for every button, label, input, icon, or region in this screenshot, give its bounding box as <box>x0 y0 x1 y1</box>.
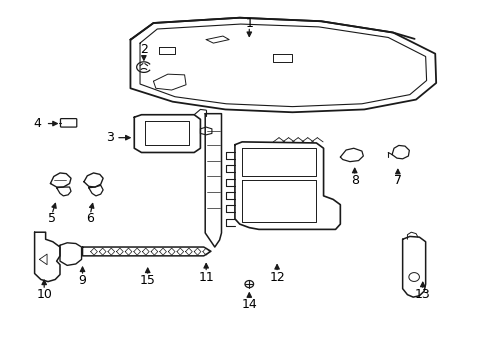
Text: 10: 10 <box>36 288 52 301</box>
Polygon shape <box>35 232 60 282</box>
Text: 13: 13 <box>414 288 430 301</box>
Text: 11: 11 <box>198 270 214 284</box>
FancyBboxPatch shape <box>61 118 77 127</box>
Text: 6: 6 <box>86 212 94 225</box>
Text: 7: 7 <box>393 174 401 186</box>
Polygon shape <box>82 247 210 256</box>
Text: 5: 5 <box>48 212 56 225</box>
Text: 4: 4 <box>34 117 41 130</box>
Text: 14: 14 <box>241 298 257 311</box>
Polygon shape <box>234 142 340 229</box>
Polygon shape <box>402 237 425 297</box>
Text: 12: 12 <box>269 270 285 284</box>
Text: 2: 2 <box>140 43 147 56</box>
Polygon shape <box>130 18 435 112</box>
Text: 15: 15 <box>140 274 155 287</box>
Polygon shape <box>205 114 221 247</box>
Polygon shape <box>60 243 81 265</box>
Polygon shape <box>134 115 200 153</box>
Text: 9: 9 <box>79 274 86 287</box>
Text: 8: 8 <box>350 174 358 186</box>
Polygon shape <box>391 145 408 159</box>
Polygon shape <box>340 148 363 162</box>
Text: 1: 1 <box>245 17 253 30</box>
Text: 3: 3 <box>106 131 114 144</box>
